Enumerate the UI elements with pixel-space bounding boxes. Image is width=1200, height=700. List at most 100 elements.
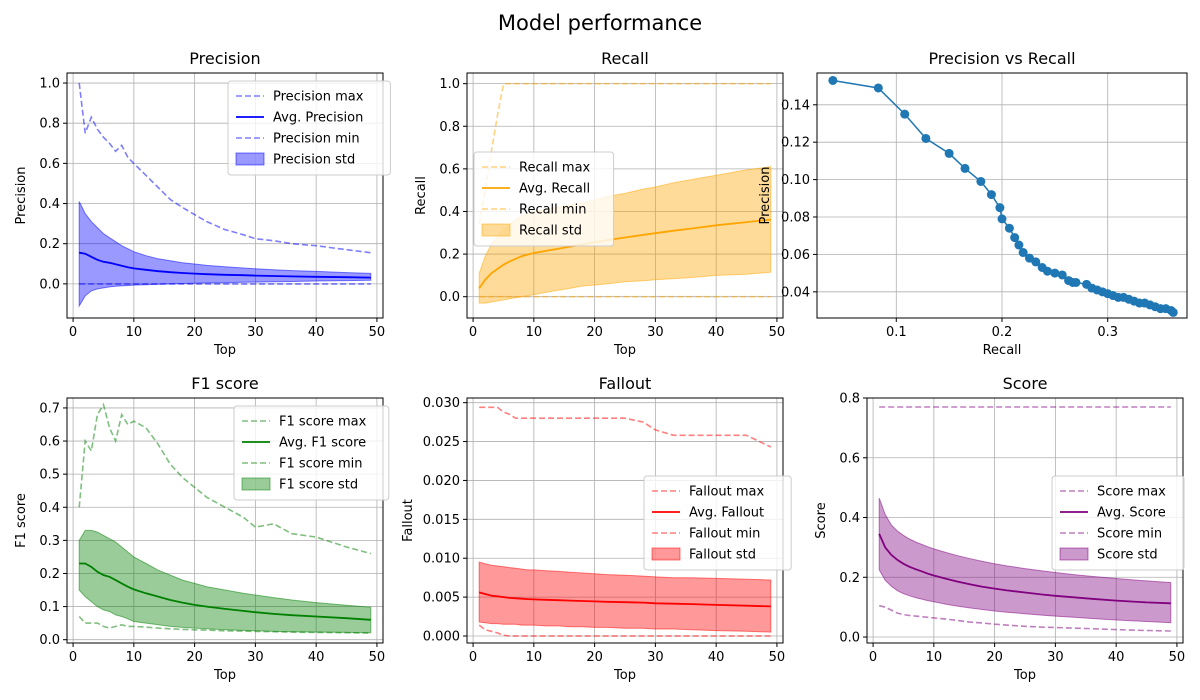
legend: F1 score max Avg. F1 score F1 score min F1 …	[233, 405, 390, 501]
axes-frame	[66, 397, 384, 644]
x-tick-label: 10	[526, 325, 543, 340]
y-tick-label: 0.8	[439, 120, 460, 135]
x-tick-label: 0	[69, 650, 77, 665]
x-axis-label: Top	[213, 343, 236, 358]
chart-title: Recall	[601, 49, 649, 68]
plot-area	[478, 406, 772, 637]
y-tick-label: 0.6	[839, 451, 860, 466]
x-tick-label: 20	[186, 325, 203, 340]
y-axis-label: Precision	[14, 166, 29, 224]
chart-title: F1 score	[191, 374, 258, 393]
y-tick-label: 0.14	[781, 98, 810, 113]
axes-frame	[66, 72, 384, 319]
y-tick-label: 0.1	[39, 600, 60, 615]
legend-box	[233, 405, 390, 501]
y-tick-label: 0.10	[781, 173, 810, 188]
legend: Recall max Avg. Recall Recall min Recall st…	[473, 151, 615, 247]
x-tick-label: 40	[1108, 650, 1125, 665]
legend-label: Avg. Recall	[519, 182, 590, 197]
y-tick-label: 0.0	[39, 277, 60, 292]
legend-box	[643, 475, 792, 571]
y-tick-label: 0.015	[423, 513, 460, 528]
data-point	[986, 190, 996, 200]
x-tick-label: 50	[769, 325, 786, 340]
data-point	[944, 148, 954, 158]
x-tick-label: 20	[186, 650, 203, 665]
legend-label: F1 score max	[279, 415, 367, 430]
data-point	[1031, 257, 1041, 267]
precision-chart: 0 10 20 30 40 50 0.0 0.2 0.4 0.6 0.8 1.0 Precision To…	[14, 49, 391, 358]
y-tick-label: 0.010	[423, 552, 460, 567]
series-precision-max	[78, 82, 371, 254]
y-tick-label: 1.0	[439, 77, 460, 92]
axes-frame	[466, 72, 784, 319]
legend-label: Avg. Score	[1097, 506, 1166, 521]
x-tick-label: 30	[247, 325, 264, 340]
x-tick-label: 30	[1047, 650, 1064, 665]
recall-chart: 0 10 20 30 40 50 0.0 0.2 0.4 0.6 0.8 1.0 Recall Top Re…	[414, 49, 785, 358]
y-tick-label: 0.6	[39, 157, 60, 172]
data-point	[1050, 268, 1060, 278]
y-axis-label: Score	[814, 502, 829, 538]
x-tick-label: 50	[769, 650, 786, 665]
legend: Precision max Avg. Precision Precision min…	[227, 80, 391, 176]
chart-title: Precision vs Recall	[928, 49, 1075, 68]
y-tick-label: 0.025	[423, 435, 460, 450]
legend-label: Precision max	[273, 90, 364, 105]
y-tick-label: 0.04	[781, 285, 810, 300]
y-tick-label: 0.4	[39, 197, 60, 212]
plot-area	[78, 82, 372, 308]
y-tick-label: 0.2	[39, 237, 60, 252]
x-tick-label: 0	[869, 650, 877, 665]
y-tick-label: 0.4	[839, 511, 860, 526]
legend-label: F1 score min	[279, 457, 362, 472]
x-tick-label: 0	[469, 325, 477, 340]
series-avg-fallout	[478, 591, 771, 608]
series-precision-std	[78, 201, 372, 308]
subplots: 0 10 20 30 40 50 0.0 0.2 0.4 0.6 0.8 1.0 Precision To…	[14, 49, 1188, 683]
series-fallout-min	[478, 624, 771, 637]
legend-swatch	[651, 547, 681, 561]
plot-area	[828, 75, 1178, 317]
y-tick-label: 0.4	[39, 501, 60, 516]
chart-title: Fallout	[599, 374, 652, 393]
y-tick-label: 0.2	[839, 571, 860, 586]
x-tick-label: 40	[708, 650, 725, 665]
x-tick-label: 20	[586, 325, 603, 340]
x-tick-label: 50	[369, 325, 386, 340]
data-point	[1010, 233, 1020, 243]
figure-title: Model performance	[498, 11, 702, 35]
y-tick-label: 0.8	[839, 392, 860, 407]
y-tick-label: 0.030	[423, 396, 460, 411]
data-point	[921, 133, 931, 143]
legend-swatch	[1059, 547, 1089, 561]
x-tick-label: 0	[69, 325, 77, 340]
pr-chart: 0.1 0.2 0.3 0.04 0.06 0.08 0.10 0.12 0.14 Precisi…	[758, 49, 1188, 358]
x-axis-label: Top	[613, 343, 636, 358]
legend-box	[227, 80, 391, 176]
y-tick-label: 0.8	[39, 117, 60, 132]
x-tick-label: 40	[708, 325, 725, 340]
x-tick-label: 0.1	[886, 325, 907, 340]
legend-label: Avg. F1 score	[279, 436, 366, 451]
plot-area	[878, 406, 1172, 632]
x-tick-label: 10	[126, 650, 143, 665]
data-point	[1168, 307, 1178, 317]
series-score-min	[879, 604, 1171, 632]
series-avg-recall	[478, 218, 771, 289]
y-tick-label: 0.6	[39, 435, 60, 450]
x-tick-label: 0	[469, 650, 477, 665]
x-axis-label: Top	[213, 668, 236, 683]
legend-label: Precision min	[273, 132, 360, 147]
y-tick-label: 0.020	[423, 474, 460, 489]
x-tick-label: 0.3	[1097, 325, 1118, 340]
series-fallout-std	[478, 561, 772, 633]
y-tick-label: 0.0	[39, 633, 60, 648]
data-point	[976, 176, 986, 186]
data-point	[1057, 270, 1067, 280]
x-tick-label: 20	[986, 650, 1003, 665]
x-tick-label: 50	[1169, 650, 1186, 665]
y-tick-label: 0.5	[39, 468, 60, 483]
x-tick-label: 10	[926, 650, 943, 665]
